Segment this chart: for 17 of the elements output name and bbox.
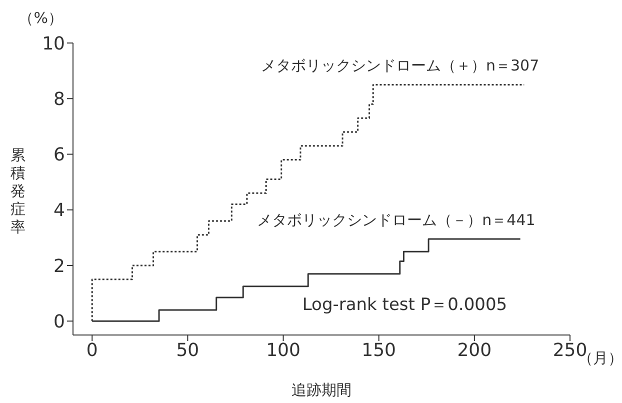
y-axis-title: 累積発症率 [10, 146, 26, 236]
y-tick-label: 2 [54, 256, 65, 277]
annotation: Log-rank test P＝0.0005 [302, 294, 508, 315]
y-tick-label: 6 [54, 144, 65, 166]
x-tick-label: 200 [457, 340, 492, 361]
y-tick-label: 0 [54, 311, 65, 332]
text: （%） [18, 9, 63, 27]
y-tick-label: 10 [42, 33, 65, 54]
x-tick-label: 50 [176, 340, 200, 361]
y-tick-label: 8 [54, 89, 65, 110]
x-tick-label: 150 [362, 340, 396, 361]
y-tick-label: 4 [54, 200, 65, 222]
x-tick-label: 0 [86, 340, 98, 361]
series-label: メタボリックシンドローム（－）n＝441 [257, 211, 536, 230]
x-tick-label: 100 [266, 340, 300, 361]
x-axis-title: 追跡期間 [292, 381, 352, 399]
series-label: メタボリックシンドローム（＋）n＝307 [260, 56, 540, 75]
